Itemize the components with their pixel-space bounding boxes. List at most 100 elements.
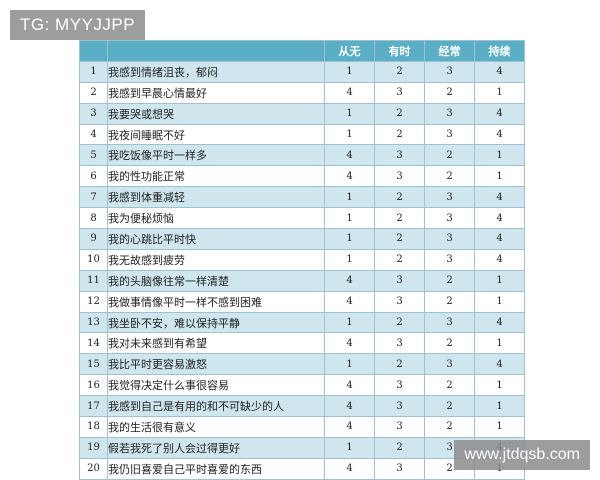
table-row: 18 我的生活很有意义 4 3 2 1 (79, 416, 525, 438)
score-sometimes: 2 (374, 60, 425, 83)
header-always: 持续 (474, 40, 525, 62)
score-sometimes: 3 (374, 457, 425, 480)
score-sometimes: 3 (374, 395, 425, 418)
table-row: 16 我觉得决定什么事很容易 4 3 2 1 (79, 374, 525, 397)
row-item-text: 我吃饭像平时一样多 (107, 144, 325, 167)
score-never: 1 (324, 353, 375, 376)
row-number: 3 (79, 102, 108, 125)
score-never: 1 (324, 248, 375, 271)
row-item-text: 我比平时更容易激怒 (107, 353, 325, 376)
row-item-text: 我感到体重减轻 (107, 186, 325, 209)
score-sometimes: 3 (374, 144, 425, 167)
row-number: 2 (79, 81, 108, 104)
score-sometimes: 3 (374, 269, 425, 292)
table-row: 1 我感到情绪沮丧，郁闷 1 2 3 4 (79, 60, 525, 83)
score-never: 4 (324, 290, 375, 313)
table-row: 17 我感到自己是有用的和不可缺少的人 4 3 2 1 (79, 395, 525, 418)
score-never: 1 (324, 436, 375, 459)
score-sometimes: 3 (374, 290, 425, 313)
row-number: 6 (79, 165, 108, 188)
score-always: 1 (474, 374, 525, 397)
score-always: 4 (474, 102, 525, 125)
score-never: 1 (324, 228, 375, 250)
score-sometimes: 2 (374, 311, 425, 334)
score-often: 3 (424, 353, 475, 376)
score-often: 3 (424, 228, 475, 250)
score-never: 1 (324, 311, 375, 334)
score-always: 4 (474, 311, 525, 334)
row-number: 4 (79, 123, 108, 146)
watermark-bottom: www.jtdqsb.com (454, 440, 590, 470)
table-body: 1 我感到情绪沮丧，郁闷 1 2 3 4 2 我感到早晨心情最好 4 3 2 1 3 我要哭或想哭 1 2 3 4… (79, 60, 525, 480)
score-often: 2 (424, 81, 475, 104)
row-number: 1 (79, 60, 108, 83)
row-number: 18 (79, 416, 108, 438)
row-number: 9 (79, 228, 108, 250)
row-item-text: 我对未来感到有希望 (107, 332, 325, 355)
score-never: 1 (324, 123, 375, 146)
score-sometimes: 2 (374, 248, 425, 271)
score-always: 1 (474, 81, 525, 104)
score-always: 1 (474, 144, 525, 167)
depression-scale-table: 从无 有时 经常 持续 1 我感到情绪沮丧，郁闷 1 2 3 4 2 我感到早晨心情最好 4 3 2… (79, 40, 525, 480)
score-often: 2 (424, 395, 475, 418)
score-often: 3 (424, 60, 475, 83)
table-row: 12 我做事情像平时一样不感到困难 4 3 2 1 (79, 290, 525, 313)
table-row: 7 我感到体重减轻 1 2 3 4 (79, 186, 525, 209)
score-never: 4 (324, 374, 375, 397)
score-sometimes: 3 (374, 416, 425, 438)
table-row: 14 我对未来感到有希望 4 3 2 1 (79, 332, 525, 355)
score-sometimes: 3 (374, 374, 425, 397)
table-row: 2 我感到早晨心情最好 4 3 2 1 (79, 81, 525, 104)
score-never: 4 (324, 81, 375, 104)
score-often: 2 (424, 332, 475, 355)
table-row: 13 我坐卧不安，难以保持平静 1 2 3 4 (79, 311, 525, 334)
row-number: 15 (79, 353, 108, 376)
header-often: 经常 (424, 40, 475, 62)
score-never: 4 (324, 165, 375, 188)
score-never: 4 (324, 332, 375, 355)
score-always: 4 (474, 353, 525, 376)
table-row: 6 我的性功能正常 4 3 2 1 (79, 165, 525, 188)
row-item-text: 我无故感到疲劳 (107, 248, 325, 271)
table-row: 4 我夜间睡眠不好 1 2 3 4 (79, 123, 525, 146)
watermark-top: TG: MYYJJPP (10, 10, 146, 40)
row-item-text: 我的性功能正常 (107, 165, 325, 188)
score-never: 1 (324, 60, 375, 83)
score-never: 4 (324, 144, 375, 167)
header-never: 从无 (324, 40, 375, 62)
score-sometimes: 3 (374, 332, 425, 355)
row-number: 16 (79, 374, 108, 397)
table-row: 5 我吃饭像平时一样多 4 3 2 1 (79, 144, 525, 167)
score-often: 2 (424, 374, 475, 397)
row-number: 13 (79, 311, 108, 334)
row-number: 17 (79, 395, 108, 418)
table-row: 20我仍旧喜爱自己平时喜爱的东西4321 (79, 457, 525, 480)
score-always: 1 (474, 332, 525, 355)
row-number: 7 (79, 186, 108, 209)
row-item-text: 我感到自己是有用的和不可缺少的人 (107, 395, 325, 418)
score-always: 4 (474, 186, 525, 209)
score-often: 3 (424, 311, 475, 334)
score-always: 1 (474, 395, 525, 418)
header-item (107, 40, 325, 62)
score-always: 1 (474, 165, 525, 188)
score-often: 3 (424, 123, 475, 146)
score-sometimes: 2 (374, 102, 425, 125)
row-item-text: 我做事情像平时一样不感到困难 (107, 290, 325, 313)
table-row: 8 我为便秘烦恼 1 2 3 4 (79, 207, 525, 230)
row-item-text: 我夜间睡眠不好 (107, 123, 325, 146)
score-sometimes: 2 (374, 186, 425, 209)
row-item-text: 我感到情绪沮丧，郁闷 (107, 60, 325, 83)
score-always: 4 (474, 228, 525, 250)
table-row: 10 我无故感到疲劳 1 2 3 4 (79, 248, 525, 271)
score-never: 4 (324, 457, 375, 480)
score-always: 1 (474, 269, 525, 292)
header-sometimes: 有时 (374, 40, 425, 62)
score-always: 1 (474, 416, 525, 438)
score-often: 2 (424, 269, 475, 292)
row-number: 5 (79, 144, 108, 167)
row-number: 11 (79, 269, 108, 292)
score-sometimes: 2 (374, 207, 425, 230)
